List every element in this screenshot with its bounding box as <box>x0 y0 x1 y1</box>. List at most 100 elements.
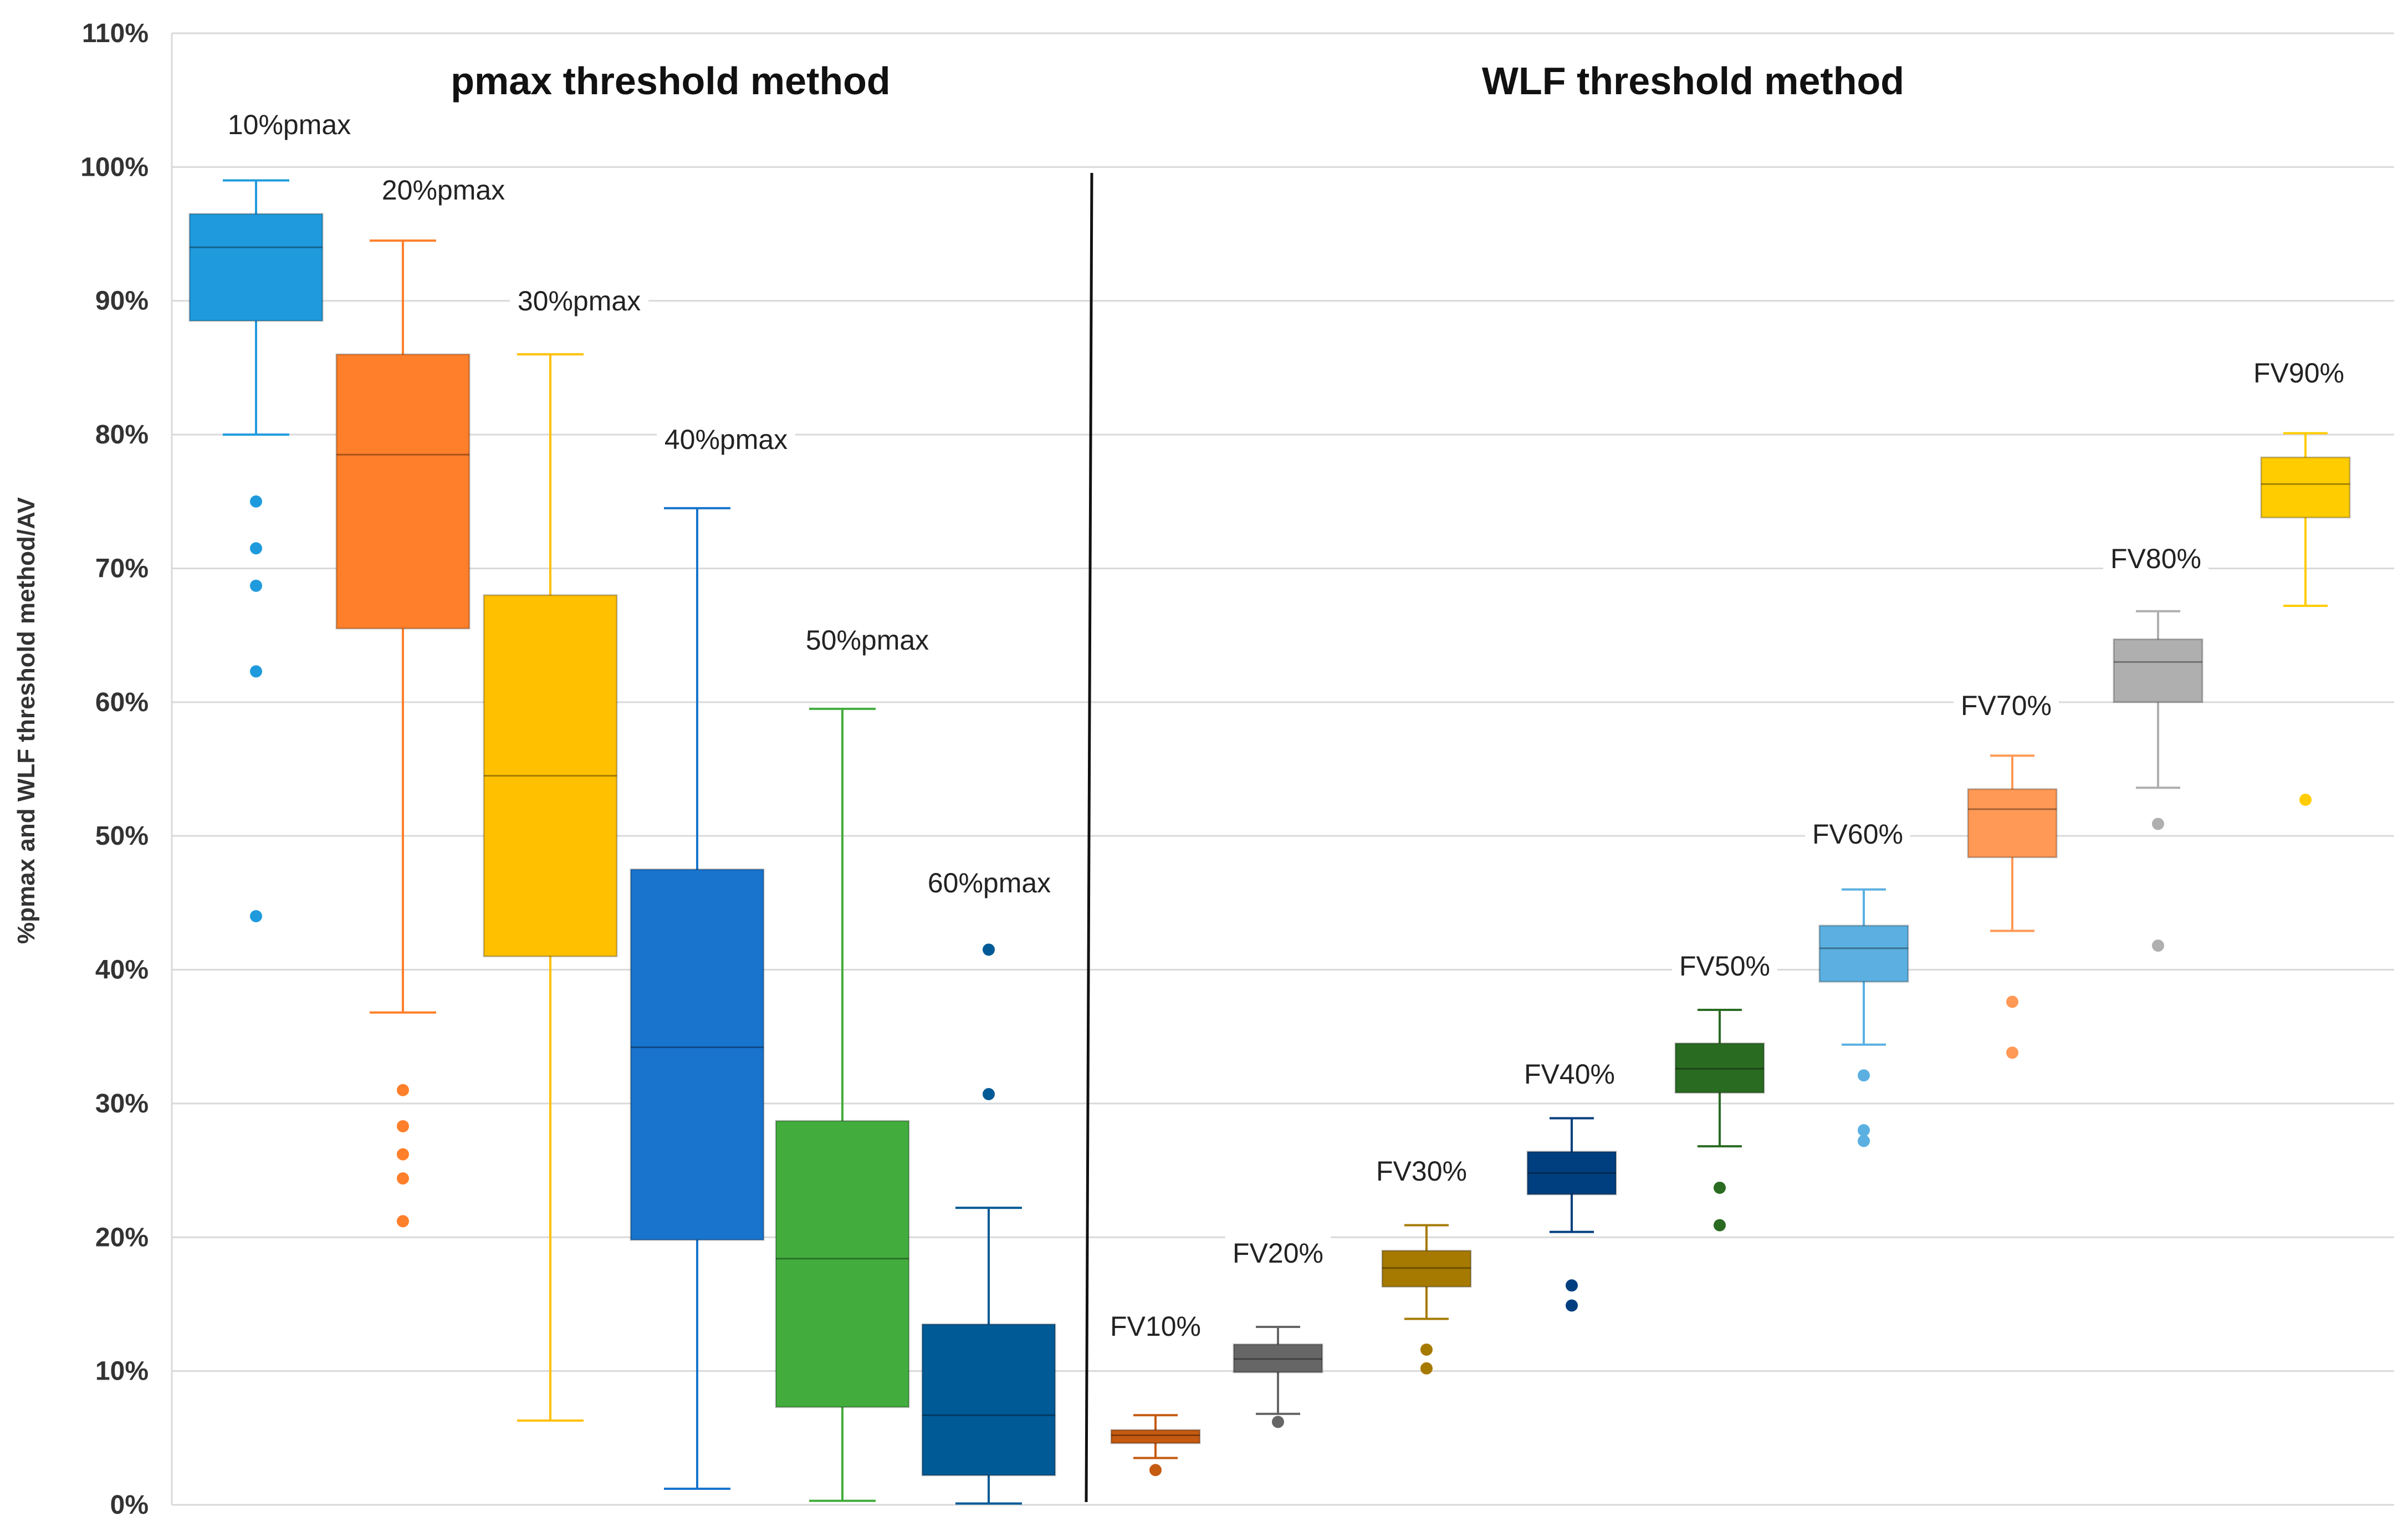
outlier-point <box>250 665 262 678</box>
y-tick-label: 90% <box>95 287 149 316</box>
box-label: FV50% <box>1679 951 1770 982</box>
box-FV20-pct: FV20% <box>1225 1235 1331 1428</box>
box-label-background <box>1369 1153 1474 1191</box>
box-label: 20%pmax <box>382 175 505 206</box>
method-divider-line <box>1085 172 1093 1503</box>
box-iqr <box>921 1323 1056 1477</box>
box-series: 10%pmax 20%pmax 30%pmax 40%pmax 50%pmax 60%pm… <box>188 106 2351 1505</box>
outlier-point <box>1566 1279 1578 1292</box>
outlier-point <box>2006 1046 2018 1059</box>
outlier-point <box>1858 1069 1870 1082</box>
outlier-point <box>397 1148 409 1161</box>
box-iqr <box>188 213 324 322</box>
y-tick-label: 30% <box>95 1089 149 1119</box>
outlier-point <box>250 542 262 555</box>
outlier-point <box>983 943 995 956</box>
box-label-background <box>657 421 795 459</box>
y-tick-label: 110% <box>82 19 149 48</box>
box-label: 60%pmax <box>928 867 1051 898</box>
box-label-background <box>1225 1235 1331 1273</box>
outlier-point <box>1714 1219 1726 1232</box>
box-label: FV80% <box>2110 543 2201 574</box>
box-FV70-pct: FV70% <box>1954 687 2059 1059</box>
y-tick-label: 50% <box>95 821 149 851</box>
outlier-point <box>2006 995 2018 1008</box>
y-axis-label: %pmax and WLF threshold method/AV <box>13 497 40 944</box>
y-tick-label: 0% <box>110 1490 149 1520</box>
box-10-pctpmax: 10%pmax <box>188 106 359 922</box>
box-20-pctpmax: 20%pmax <box>335 172 513 1228</box>
box-FV50-pct: FV50% <box>1672 948 1777 1232</box>
outlier-point <box>397 1120 409 1132</box>
box-iqr <box>1110 1429 1201 1444</box>
box-label: FV60% <box>1812 819 1903 850</box>
box-FV80-pct: FV80% <box>2103 540 2208 952</box>
box-label: FV90% <box>2253 358 2344 389</box>
outlier-point <box>397 1215 409 1228</box>
box-label-background <box>2103 540 2208 578</box>
box-iqr <box>1967 788 2058 859</box>
box-iqr <box>1526 1151 1617 1196</box>
box-label-background <box>1103 1308 1208 1346</box>
box-label-background <box>510 283 648 320</box>
section-titles: pmax threshold method WLF threshold meth… <box>451 59 1904 103</box>
box-label: FV30% <box>1376 1156 1467 1187</box>
box-label-background <box>1954 687 2059 725</box>
outlier-point <box>983 1088 995 1101</box>
box-50-pctpmax: 50%pmax <box>775 622 937 1502</box>
box-iqr <box>630 869 765 1241</box>
box-iqr <box>483 594 618 957</box>
box-60-pctpmax: 60%pmax <box>920 865 1059 1505</box>
box-label: 40%pmax <box>664 424 788 455</box>
outlier-point <box>1420 1362 1433 1375</box>
outlier-point <box>397 1172 409 1185</box>
y-tick-label: 80% <box>95 420 149 450</box>
box-label-background <box>920 865 1059 902</box>
y-tick-labels: 0% 10% 20% 30% 40% 50% 60% 70% 80% 90% 100% 110% <box>80 19 149 1520</box>
outlier-point <box>1858 1124 1870 1137</box>
box-iqr <box>2113 638 2204 703</box>
box-label-background <box>1517 1056 1622 1094</box>
outlier-point <box>2152 818 2164 830</box>
outlier-point <box>1272 1416 1284 1428</box>
box-FV90-pct: FV90% <box>2246 355 2351 806</box>
outlier-point <box>1149 1464 1162 1477</box>
section-title-wlf: WLF threshold method <box>1482 59 1904 103</box>
box-FV40-pct: FV40% <box>1517 1056 1622 1312</box>
outlier-point <box>397 1084 409 1096</box>
box-FV30-pct: FV30% <box>1369 1153 1474 1375</box>
box-label-background <box>2246 355 2351 392</box>
box-iqr <box>1233 1343 1323 1373</box>
box-label-background <box>1672 948 1777 985</box>
outlier-point <box>1420 1344 1433 1356</box>
box-FV60-pct: FV60% <box>1805 816 1910 1147</box>
y-tick-label: 70% <box>95 554 149 583</box>
box-label: 10%pmax <box>228 109 351 140</box>
y-tick-label: 40% <box>95 956 149 985</box>
box-label-background <box>798 622 937 660</box>
box-iqr <box>1674 1042 1765 1094</box>
box-label: FV70% <box>1961 690 2052 721</box>
outlier-point <box>1858 1135 1870 1147</box>
box-FV10-pct: FV10% <box>1103 1308 1208 1477</box>
box-iqr <box>335 353 471 630</box>
box-iqr <box>1818 925 1909 983</box>
box-label-background <box>220 106 359 144</box>
box-label: 30%pmax <box>518 285 641 316</box>
box-label-background <box>374 172 513 210</box>
box-label: FV10% <box>1110 1311 1201 1342</box>
section-title-pmax: pmax threshold method <box>451 59 890 103</box>
box-label: FV20% <box>1233 1238 1323 1269</box>
box-iqr <box>775 1120 910 1408</box>
outlier-point <box>2152 939 2164 952</box>
outlier-point <box>250 910 262 922</box>
outlier-point <box>1714 1181 1726 1194</box>
outlier-point <box>250 579 262 592</box>
box-iqr <box>2260 456 2351 519</box>
box-label-background <box>1805 816 1910 854</box>
outlier-point <box>2299 794 2312 806</box>
outlier-point <box>1566 1299 1578 1312</box>
y-tick-label: 100% <box>80 152 149 182</box>
box-iqr <box>1381 1249 1472 1288</box>
